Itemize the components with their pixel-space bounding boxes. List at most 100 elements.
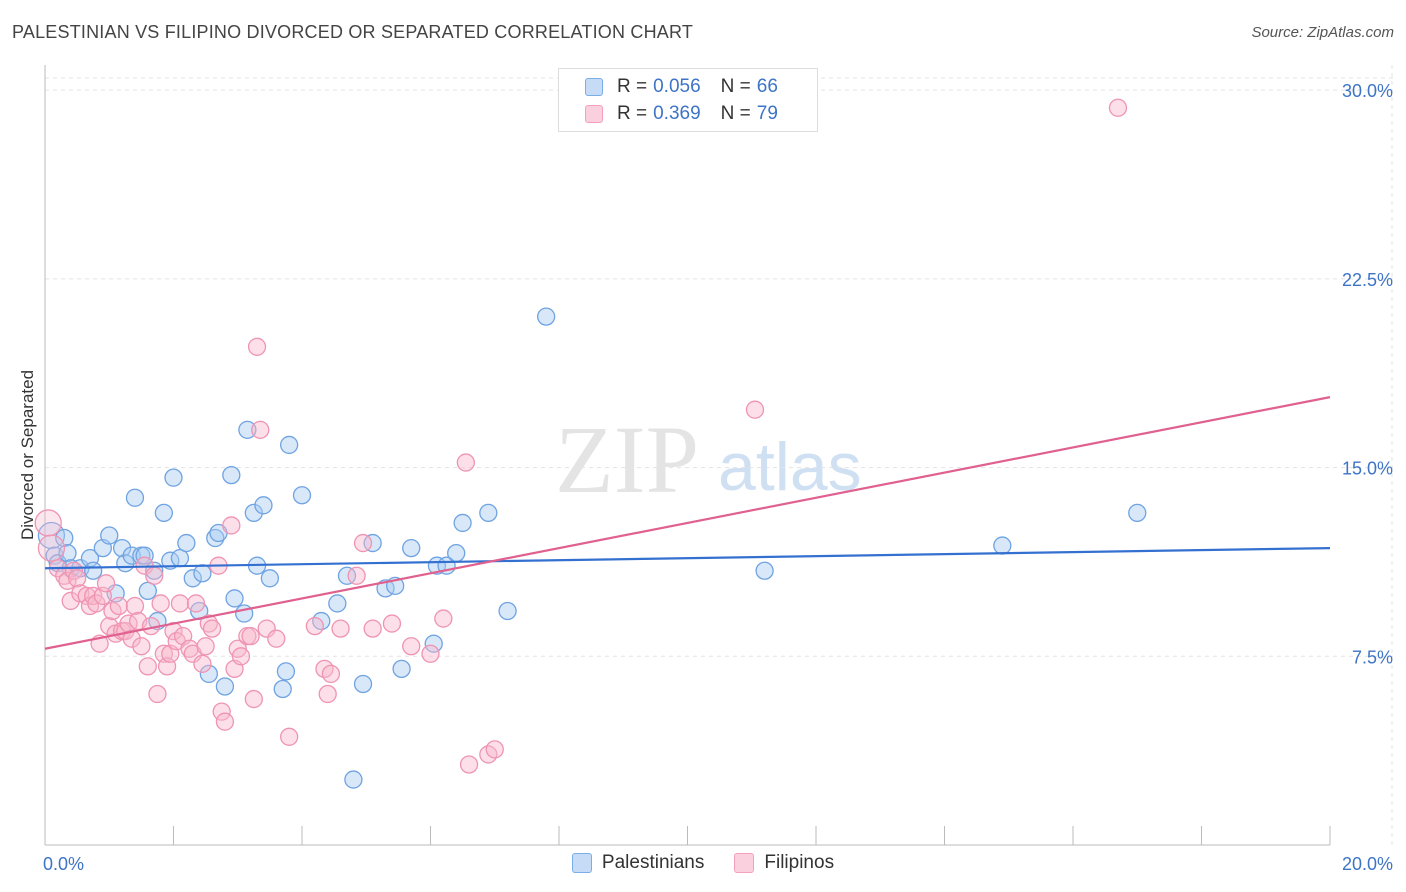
legend-r-label: R = (617, 76, 648, 97)
point-palestinians (392, 659, 411, 679)
point-filipinos (212, 702, 231, 721)
point-palestinians (154, 503, 174, 523)
point-palestinians (276, 662, 296, 681)
point-filipinos (402, 637, 421, 656)
point-palestinians (363, 533, 382, 553)
point-filipinos (244, 689, 263, 709)
point-palestinians (138, 581, 157, 601)
point-palestinians (453, 513, 472, 533)
legend-label-filipinos: Filipinos (764, 852, 835, 873)
point-filipinos (434, 609, 453, 628)
point-palestinians (755, 561, 774, 580)
point-filipinos (202, 619, 222, 638)
point-palestinians (183, 569, 202, 588)
point-palestinians (244, 503, 263, 523)
legend-row-palestinians: R = 0.056 N = 66 (585, 75, 778, 99)
chart-source: Source: ZipAtlas.com (1251, 24, 1394, 41)
legend-r-label: R = (617, 103, 648, 124)
point-filipinos (222, 516, 241, 535)
point-filipinos (34, 509, 62, 537)
point-palestinians (498, 601, 517, 621)
legend-r-value: 0.056 (653, 76, 701, 97)
point-palestinians (353, 674, 373, 694)
legend-n-label: N = (720, 103, 751, 124)
point-filipinos (347, 566, 366, 585)
point-filipinos (305, 616, 325, 636)
point-palestinians (215, 677, 235, 696)
point-filipinos (87, 594, 106, 613)
point-palestinians (225, 589, 244, 608)
point-palestinians (112, 538, 132, 558)
legend-swatch-filipinos (734, 853, 755, 873)
point-palestinians (164, 468, 183, 487)
legend-swatch-filipinos (585, 105, 603, 123)
point-filipinos (148, 684, 167, 704)
point-filipinos (138, 657, 157, 676)
point-filipinos (459, 755, 479, 774)
legend-swatch-palestinians (571, 853, 592, 873)
legend-n-label: N = (720, 76, 751, 97)
legend-swatch-palestinians (585, 78, 603, 96)
stats-legend: R = 0.056 N = 66 R = 0.369 N = 79 (558, 68, 818, 132)
x-tick-label-min: 0.0% (43, 854, 84, 874)
point-filipinos (251, 420, 270, 439)
point-filipinos (247, 337, 267, 356)
point-palestinians (279, 435, 299, 455)
point-palestinians (193, 564, 212, 583)
point-palestinians (424, 634, 443, 653)
point-filipinos (109, 596, 129, 616)
point-palestinians (254, 496, 273, 515)
point-filipinos (151, 594, 170, 613)
point-filipinos (421, 644, 440, 663)
y-tick-label: 30.0% (1342, 81, 1393, 101)
point-filipinos (196, 637, 215, 656)
y-tick-label: 7.5% (1352, 647, 1393, 667)
point-palestinians (344, 770, 363, 789)
watermark-atlas: atlas (718, 429, 862, 505)
point-palestinians (58, 543, 77, 563)
point-palestinians (222, 465, 241, 485)
point-palestinians (1128, 503, 1147, 523)
point-filipinos (241, 627, 260, 646)
point-palestinians (135, 546, 154, 565)
point-palestinians (273, 679, 292, 699)
point-palestinians (292, 486, 312, 505)
legend-n-value: 66 (756, 76, 778, 97)
point-filipinos (132, 637, 151, 656)
point-palestinians (402, 538, 421, 558)
point-filipinos (267, 629, 286, 648)
legend-item-palestinians[interactable]: Palestinians (571, 852, 705, 874)
point-palestinians (199, 664, 218, 684)
point-palestinians (177, 533, 196, 553)
point-palestinians (238, 420, 257, 439)
point-filipinos (186, 594, 206, 613)
point-filipinos (745, 400, 765, 419)
series-legend: Palestinians Filipinos (0, 852, 1406, 874)
point-palestinians (479, 503, 498, 523)
legend-n-value: 79 (756, 103, 778, 124)
point-filipinos (485, 740, 504, 759)
point-filipinos (193, 654, 212, 673)
trend-line-palestinians (44, 546, 1331, 570)
y-tick-label: 15.0% (1342, 459, 1393, 479)
legend-item-filipinos[interactable]: Filipinos (734, 852, 834, 874)
point-filipinos (145, 566, 164, 585)
point-palestinians (260, 569, 280, 588)
point-filipinos (37, 534, 66, 562)
point-filipinos (331, 619, 350, 638)
point-filipinos (363, 619, 382, 638)
x-tick-label-max: 20.0% (1342, 854, 1393, 874)
point-filipinos (456, 453, 475, 472)
point-filipinos (353, 533, 373, 553)
trend-line-filipinos (44, 396, 1331, 650)
legend-label-palestinians: Palestinians (601, 852, 705, 873)
point-filipinos (125, 596, 145, 616)
point-filipinos (231, 647, 251, 666)
point-palestinians (993, 536, 1012, 555)
point-filipinos (279, 727, 299, 746)
point-filipinos (170, 594, 190, 613)
point-filipinos (382, 614, 402, 633)
point-palestinians (100, 526, 119, 545)
point-palestinians (122, 546, 141, 565)
